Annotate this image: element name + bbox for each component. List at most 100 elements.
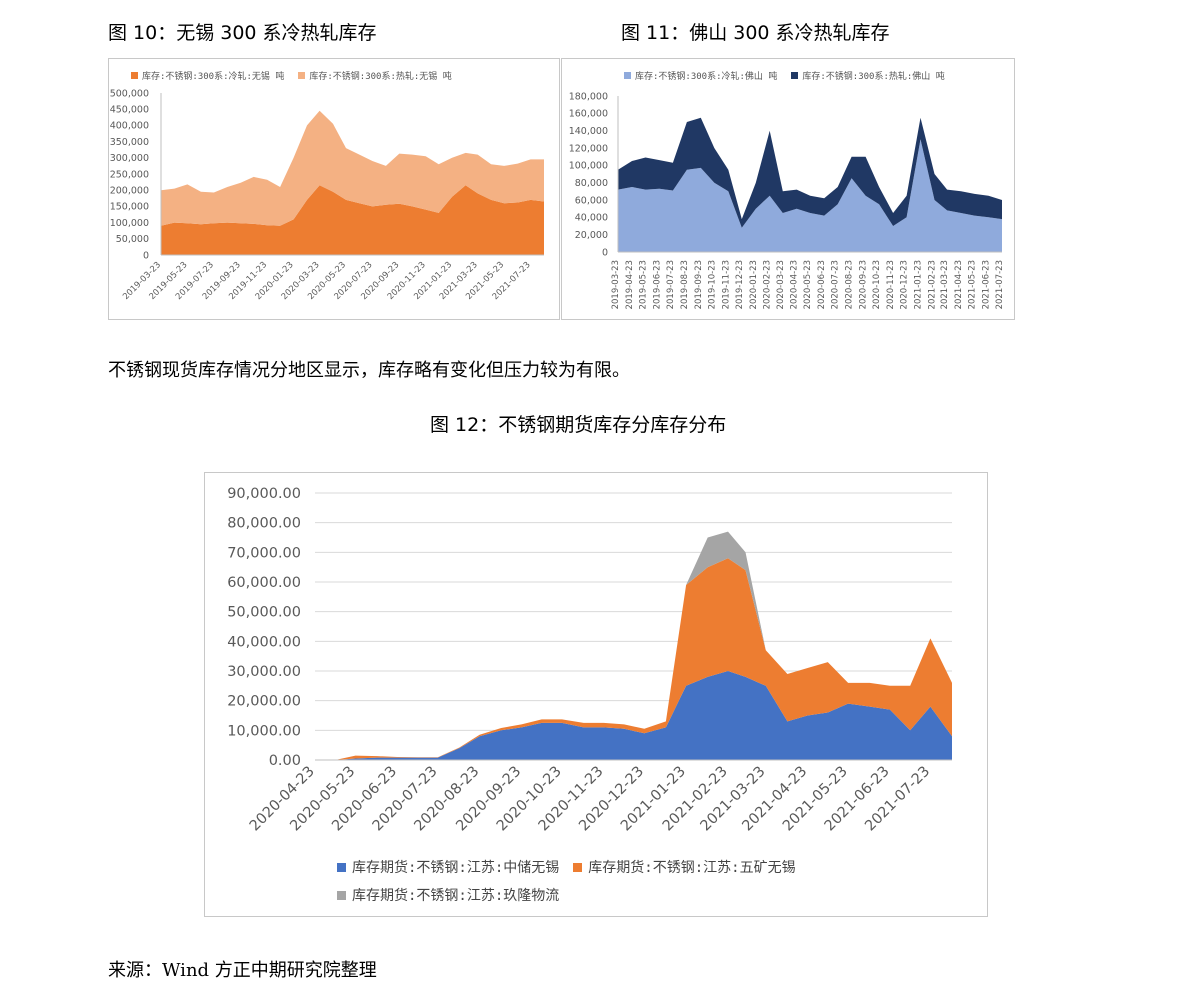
x-tick-label: 2020-02-23 [763,260,773,309]
legend-item-wukuang: 库存期货:不锈钢:江苏:五矿无锡 [573,857,796,877]
fig10-title: 图 10：无锡 300 系冷热轧库存 [108,22,377,44]
legend-swatch [131,72,138,79]
legend-label: 库存:不锈钢:300系:热轧:无锡 吨 [309,72,452,82]
y-tick-label: 60,000.00 [227,575,301,591]
chart12-plot: 0.00 10,000.00 20,000.00 30,000.00 40,000.00… [227,486,952,834]
y-tick-label: 400,000 [110,121,149,132]
chart12-legend-row2: 库存期货:不锈钢:江苏:玖隆物流 [337,885,573,905]
y-tick-label: 500,000 [110,88,149,99]
fig11-title: 图 11：佛山 300 系冷热轧库存 [621,22,890,44]
series-area-1 [161,185,544,255]
legend-swatch [298,72,306,79]
x-tick-label: 2019-06-23 [652,260,662,309]
y-tick-label: 0 [143,250,149,261]
x-tick-label: 2021-01-23 [914,260,924,309]
y-tick-label: 300,000 [110,153,149,164]
legend-item-wuxi-cold: 库存:不锈钢:300系:冷轧:无锡 吨 [131,69,284,82]
fig12-title: 图 12：不锈钢期货库存分库存分布 [430,414,727,436]
chart10-legend: 库存:不锈钢:300系:冷轧:无锡 吨 库存:不锈钢:300系:热轧:无锡 吨 [131,69,466,82]
x-tick-label: 2019-09-23 [694,260,704,309]
legend-item-wuxi-hot: 库存:不锈钢:300系:热轧:无锡 吨 [298,69,452,82]
chart12-legend-row1: 库存期货:不锈钢:江苏:中储无锡 库存期货:不锈钢:江苏:五矿无锡 [337,857,810,877]
y-tick-label: 60,000 [575,195,608,206]
x-tick-label: 2019-11-23 [721,260,731,309]
chart11-container: 库存:不锈钢:300系:冷轧:佛山 吨 库存:不锈钢:300系:热轧:佛山 吨 … [561,58,1015,320]
y-tick-label: 80,000 [575,178,608,189]
x-tick-label: 2020-06-23 [817,260,827,309]
y-tick-label: 40,000.00 [227,634,301,650]
y-tick-label: 10,000.00 [227,723,301,739]
legend-swatch [337,862,346,872]
legend-item-zhongchu: 库存期货:不锈钢:江苏:中储无锡 [337,857,559,877]
x-tick-label: 2019-05-23 [639,260,649,309]
legend-swatch [337,890,346,900]
y-tick-label: 50,000 [116,234,149,245]
y-tick-label: 30,000.00 [227,664,301,680]
y-tick-label: 450,000 [110,105,149,116]
x-tick-label: 2019-07-23 [666,260,676,309]
legend-label: 库存期货:不锈钢:江苏:玖隆物流 [352,888,560,904]
x-tick-label: 2020-09-23 [859,260,869,309]
chart10-container: 库存:不锈钢:300系:冷轧:无锡 吨 库存:不锈钢:300系:热轧:无锡 吨 … [108,58,560,320]
series-area-2 [161,110,544,226]
x-tick-label: 2021-05-23 [968,260,978,309]
x-tick-label: 2021-04-23 [954,260,964,309]
source-note: 来源：Wind 方正中期研究院整理 [108,960,377,981]
y-tick-label: 70,000.00 [227,545,301,561]
y-tick-label: 180,000 [569,91,608,102]
y-tick-label: 140,000 [569,126,608,137]
x-tick-label: 2019-08-23 [680,260,690,309]
y-tick-label: 350,000 [110,137,149,148]
legend-item-foshan-cold: 库存:不锈钢:300系:冷轧:佛山 吨 [624,69,777,82]
x-tick-label: 2020-11-23 [886,260,896,309]
chart12-container: 0.00 10,000.00 20,000.00 30,000.00 40,000.00… [204,472,988,917]
x-tick-label: 2019-12-23 [735,260,745,309]
y-tick-label: 20,000.00 [227,694,301,710]
chart11-legend: 库存:不锈钢:300系:冷轧:佛山 吨 库存:不锈钢:300系:热轧:佛山 吨 [624,69,959,82]
x-tick-label: 2021-03-23 [940,260,950,309]
x-tick-label: 2021-07-23 [995,260,1005,309]
y-tick-label: 0.00 [269,753,301,769]
x-tick-label: 2019-03-23 [611,260,621,309]
x-tick-label: 2019-04-23 [625,260,635,309]
y-tick-label: 90,000.00 [227,486,301,502]
y-tick-label: 80,000.00 [227,516,301,532]
y-tick-label: 250,000 [110,169,149,180]
y-tick-label: 160,000 [569,109,608,120]
y-tick-label: 20,000 [575,230,608,241]
x-tick-label: 2019-10-23 [707,260,717,309]
x-tick-label: 2020-03-23 [776,260,786,309]
x-tick-label: 2020-05-23 [803,260,813,309]
y-tick-label: 150,000 [110,202,149,213]
legend-item-jiulong: 库存期货:不锈钢:江苏:玖隆物流 [337,885,559,905]
x-tick-label: 2020-01-23 [749,260,759,309]
y-tick-label: 40,000 [575,213,608,224]
y-tick-label: 100,000 [569,161,608,172]
y-tick-label: 200,000 [110,186,149,197]
y-tick-label: 0 [602,247,608,258]
legend-item-foshan-hot: 库存:不锈钢:300系:热轧:佛山 吨 [791,69,945,82]
x-tick-label: 2021-06-23 [982,260,992,309]
x-tick-label: 2020-04-23 [790,260,800,309]
x-tick-label: 2020-12-23 [900,260,910,309]
legend-swatch [624,72,631,79]
legend-label: 库存:不锈钢:300系:冷轧:佛山 吨 [635,72,778,82]
legend-label: 库存:不锈钢:300系:冷轧:无锡 吨 [142,72,285,82]
legend-label: 库存:不锈钢:300系:热轧:佛山 吨 [802,72,945,82]
x-tick-label: 2020-07-23 [831,260,841,309]
y-tick-label: 100,000 [110,218,149,229]
series-area-1 [618,139,1002,252]
series-area-2 [315,558,952,760]
series-area-2 [618,117,1002,228]
x-tick-label: 2021-02-23 [928,260,938,309]
legend-swatch [791,72,799,79]
series-area-1 [315,671,952,760]
y-tick-label: 120,000 [569,143,608,154]
legend-label: 库存期货:不锈钢:江苏:五矿无锡 [588,860,796,876]
y-tick-label: 50,000.00 [227,605,301,621]
legend-label: 库存期货:不锈钢:江苏:中储无锡 [352,860,560,876]
analysis-paragraph: 不锈钢现货库存情况分地区显示，库存略有变化但压力较为有限。 [108,360,630,381]
chart11-plot: 0 20,000 40,000 60,000 80,000 100,000 120,000 1… [569,91,1005,309]
x-tick-label: 2020-08-23 [845,260,855,309]
chart10-plot: 0 50,000 100,000 150,000 200,000 250,000 300,0… [110,88,544,302]
